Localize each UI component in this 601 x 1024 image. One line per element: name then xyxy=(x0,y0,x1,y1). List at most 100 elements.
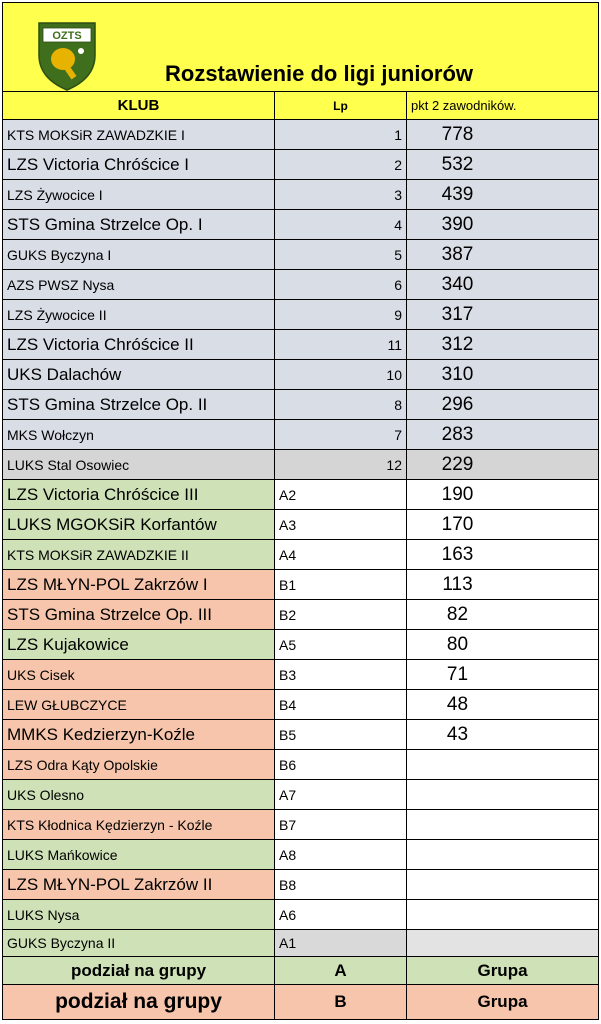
lp-cell: 10 xyxy=(275,360,407,389)
points-cell: 340 xyxy=(407,270,598,299)
points-cell xyxy=(407,810,598,839)
lp-cell: A7 xyxy=(275,780,407,809)
lp-cell: 5 xyxy=(275,240,407,269)
points-cell: 439 xyxy=(407,180,598,209)
lp-cell: 2 xyxy=(275,150,407,179)
table-row: LEW GŁUBCZYCE B4 48 xyxy=(2,690,599,720)
footer-label: podział na grupy xyxy=(3,957,275,984)
club-cell: LZS Żywocice I xyxy=(3,180,275,209)
logo-text: OZTS xyxy=(52,30,81,42)
points-cell xyxy=(407,900,598,929)
points-cell: 310 xyxy=(407,360,598,389)
lp-cell: 1 xyxy=(275,120,407,149)
club-cell: LZS Odra Kąty Opolskie xyxy=(3,750,275,779)
club-cell: GUKS Byczyna II xyxy=(3,930,275,956)
club-cell: LUKS Mańkowice xyxy=(3,840,275,869)
table-row: LZS Odra Kąty Opolskie B6 xyxy=(2,750,599,780)
points-cell: 532 xyxy=(407,150,598,179)
club-cell: LZS Victoria Chróścice I xyxy=(3,150,275,179)
club-cell: KTS MOKSiR ZAWADZKIE I xyxy=(3,120,275,149)
points-cell: 170 xyxy=(407,510,598,539)
lp-cell: B1 xyxy=(275,570,407,599)
lp-cell: 6 xyxy=(275,270,407,299)
club-cell: UKS Cisek xyxy=(3,660,275,689)
lp-cell: B8 xyxy=(275,870,407,899)
points-cell xyxy=(407,840,598,869)
points-cell xyxy=(407,870,598,899)
table-row: LUKS Stal Osowiec 12 229 xyxy=(2,450,599,480)
club-cell: LUKS MGOKSiR Korfantów xyxy=(3,510,275,539)
points-cell: 82 xyxy=(407,600,598,629)
club-cell: KTS Kłodnica Kędzierzyn - Koźle xyxy=(3,810,275,839)
sheet-header: OZTS Rozstawienie do ligi juniorów xyxy=(2,2,599,92)
table-row: KTS MOKSiR ZAWADZKIE II A4 163 xyxy=(2,540,599,570)
lp-cell: A4 xyxy=(275,540,407,569)
lp-cell: A5 xyxy=(275,630,407,659)
lp-cell: B3 xyxy=(275,660,407,689)
club-cell: GUKS Byczyna I xyxy=(3,240,275,269)
footer-label: podział na grupy xyxy=(3,985,275,1019)
lp-cell: B5 xyxy=(275,720,407,749)
club-cell: STS Gmina Strzelce Op. II xyxy=(3,390,275,419)
club-cell: AZS PWSZ Nysa xyxy=(3,270,275,299)
lp-cell: 9 xyxy=(275,300,407,329)
lp-cell: A2 xyxy=(275,480,407,509)
table-row: GUKS Byczyna I 5 387 xyxy=(2,240,599,270)
table-row: LZS Victoria Chróścice III A2 190 xyxy=(2,480,599,510)
points-cell: 778 xyxy=(407,120,598,149)
lp-cell: 8 xyxy=(275,390,407,419)
table-row: UKS Dalachów 10 310 xyxy=(2,360,599,390)
club-cell: LZS Victoria Chróścice II xyxy=(3,330,275,359)
points-cell: 317 xyxy=(407,300,598,329)
column-header-row: KLUB Lp pkt 2 zawodników. xyxy=(2,92,599,120)
footer-group-caption: Grupa xyxy=(477,960,528,980)
club-cell: STS Gmina Strzelce Op. I xyxy=(3,210,275,239)
club-cell: MKS Wołczyn xyxy=(3,420,275,449)
table-row: LZS Kujakowice A5 80 xyxy=(2,630,599,660)
points-cell: 48 xyxy=(407,690,598,719)
lp-cell: 4 xyxy=(275,210,407,239)
lp-cell: B6 xyxy=(275,750,407,779)
points-cell xyxy=(407,750,598,779)
lp-cell: A3 xyxy=(275,510,407,539)
lp-cell: B4 xyxy=(275,690,407,719)
footer-row-group-a: podział na grupy A Grupa xyxy=(2,957,599,985)
points-cell: 390 xyxy=(407,210,598,239)
lp-cell: 7 xyxy=(275,420,407,449)
lp-cell: A1 xyxy=(275,930,407,956)
club-cell: LZS Kujakowice xyxy=(3,630,275,659)
table-row: AZS PWSZ Nysa 6 340 xyxy=(2,270,599,300)
table-row: GUKS Byczyna II A1 xyxy=(2,930,599,957)
table-row: LZS MŁYN-POL Zakrzów I B1 113 xyxy=(2,570,599,600)
lp-cell: A8 xyxy=(275,840,407,869)
points-cell: 283 xyxy=(407,420,598,449)
table-row: KTS MOKSiR ZAWADZKIE I 1 778 xyxy=(2,120,599,150)
lp-cell: 11 xyxy=(275,330,407,359)
points-cell: 71 xyxy=(407,660,598,689)
club-cell: KTS MOKSiR ZAWADZKIE II xyxy=(3,540,275,569)
points-cell: 163 xyxy=(407,540,598,569)
club-cell: LZS MŁYN-POL Zakrzów II xyxy=(3,870,275,899)
points-cell xyxy=(407,780,598,809)
club-cell: UKS Dalachów xyxy=(3,360,275,389)
club-cell: MMKS Kedzierzyn-Koźle xyxy=(3,720,275,749)
table-row: UKS Olesno A7 xyxy=(2,780,599,810)
lp-cell: B7 xyxy=(275,810,407,839)
table-row: MKS Wołczyn 7 283 xyxy=(2,420,599,450)
footer-group-letter: A xyxy=(275,957,407,984)
club-cell: LUKS Stal Osowiec xyxy=(3,450,275,479)
table-row: MMKS Kedzierzyn-Koźle B5 43 xyxy=(2,720,599,750)
club-cell: LZS MŁYN-POL Zakrzów I xyxy=(3,570,275,599)
table-row: LUKS Nysa A6 xyxy=(2,900,599,930)
points-cell: 190 xyxy=(407,480,598,509)
page-title: Rozstawienie do ligi juniorów xyxy=(165,61,474,86)
footer-row-group-b: podział na grupy B Grupa xyxy=(2,985,599,1020)
table-row: LUKS Mańkowice A8 xyxy=(2,840,599,870)
table-row: LZS Żywocice I 3 439 xyxy=(2,180,599,210)
lp-cell: B2 xyxy=(275,600,407,629)
footer-group-caption: Grupa xyxy=(477,992,528,1011)
club-cell: STS Gmina Strzelce Op. III xyxy=(3,600,275,629)
club-cell: LUKS Nysa xyxy=(3,900,275,929)
table-row: KTS Kłodnica Kędzierzyn - Koźle B7 xyxy=(2,810,599,840)
